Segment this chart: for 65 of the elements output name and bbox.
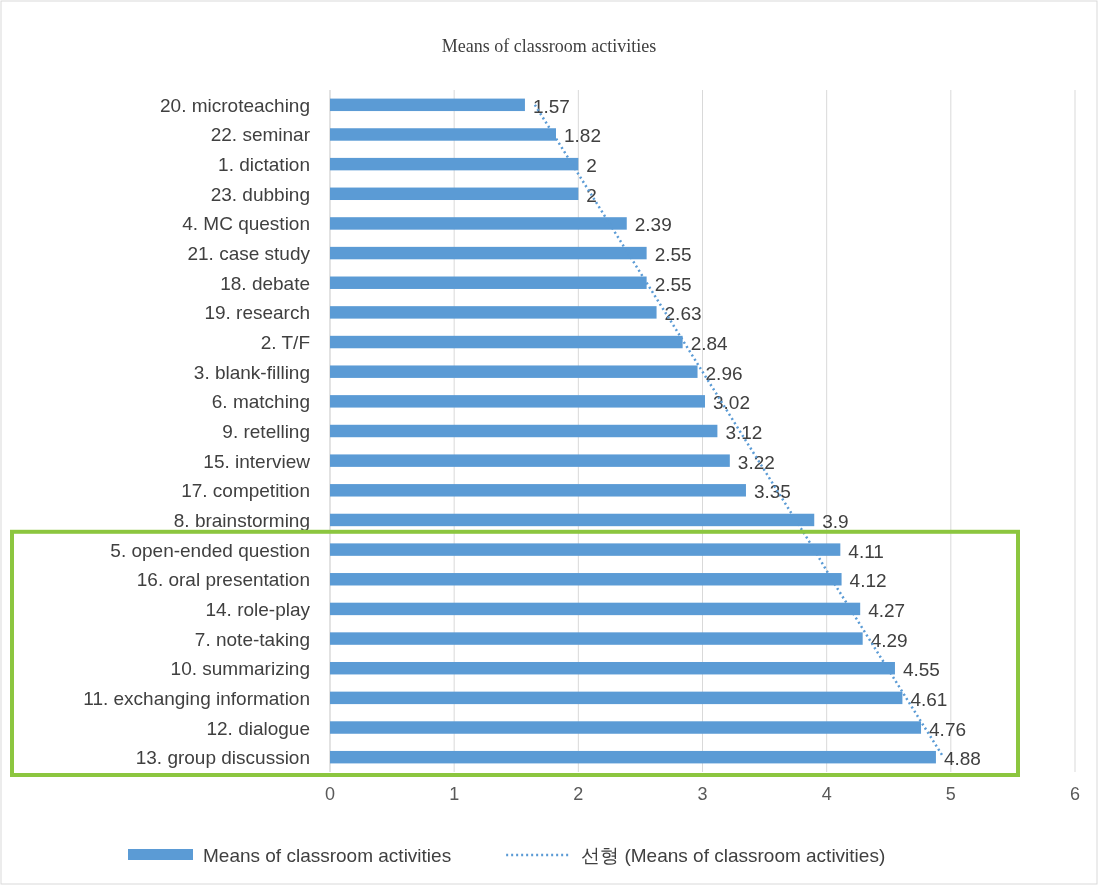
data-label: 2.63: [664, 303, 702, 325]
x-tick-label: 6: [1069, 784, 1081, 804]
data-label: 2.55: [654, 273, 692, 295]
y-tick-label: 2. T/F: [260, 332, 310, 354]
y-tick-label: 17. competition: [181, 480, 310, 502]
data-label: 3.9: [822, 510, 849, 532]
data-label: 2: [586, 184, 597, 206]
data-label: 2.84: [690, 333, 729, 355]
data-label: 4.55: [902, 659, 940, 681]
data-label: 1.57: [532, 95, 570, 117]
y-tick-label: 9. retelling: [222, 421, 310, 442]
chart-title: Means of classroom activities: [441, 36, 657, 56]
data-label: 4.88: [943, 748, 981, 770]
data-label: 4.76: [929, 718, 967, 740]
x-tick-label: 0: [324, 784, 336, 804]
x-tick-label: 2: [573, 784, 584, 804]
data-label: 4.29: [870, 629, 908, 651]
bar: [330, 454, 730, 467]
data-label: 4.61: [910, 688, 948, 710]
x-tick-label: 1: [449, 784, 460, 804]
data-label: 1.82: [563, 125, 601, 147]
data-label: 3.02: [712, 392, 750, 414]
y-tick-label: 16. oral presentation: [136, 569, 310, 591]
y-tick-label: 15. interview: [203, 450, 311, 472]
data-label: 4.12: [849, 570, 887, 592]
y-tick-label: 10. summarizing: [170, 658, 310, 680]
bar: [330, 98, 525, 112]
data-label: 4.27: [868, 599, 906, 621]
y-tick-label: 13. group discussion: [135, 747, 310, 769]
legend-label: Means of classroom activities: [203, 845, 452, 866]
y-tick-label: 19. research: [204, 302, 310, 324]
data-label: 3.12: [725, 422, 763, 443]
data-label: 2.39: [634, 214, 672, 236]
y-tick-label: 11. exchanging information: [83, 687, 310, 709]
bar: [330, 306, 657, 319]
y-tick-label: 21. case study: [187, 243, 311, 265]
y-tick-label: 8. brainstorming: [173, 509, 310, 531]
y-tick-label: 23. dubbing: [210, 183, 310, 205]
bar: [330, 187, 579, 201]
bar: [330, 750, 936, 764]
y-tick-label: 4. MC question: [182, 213, 310, 235]
x-tick-label: 3: [697, 784, 708, 804]
data-label: 2.96: [705, 362, 743, 384]
y-tick-label: 14. role-play: [205, 598, 311, 620]
bar: [330, 424, 718, 438]
bar: [330, 484, 746, 497]
x-tick-label: 5: [945, 784, 956, 804]
data-label: 4.11: [848, 540, 884, 562]
y-tick-label: 3. blank-filling: [193, 361, 310, 383]
y-tick-label: 5. open-ended question: [110, 539, 310, 561]
data-label: 3.35: [753, 481, 791, 503]
bar: [330, 395, 705, 408]
x-tick-label: 4: [821, 784, 832, 804]
data-label: 2.55: [654, 244, 692, 266]
bar: [330, 632, 863, 645]
y-tick-label: 7. note-taking: [194, 628, 310, 650]
y-tick-label: 6. matching: [211, 391, 310, 413]
y-tick-label: 20. microteaching: [160, 94, 310, 116]
y-tick-label: 12. dialogue: [206, 717, 310, 739]
legend-label: 선형 (Means of classroom activities): [581, 845, 886, 866]
y-tick-label: 18. debate: [220, 272, 310, 294]
y-tick-label: 22. seminar: [210, 124, 311, 146]
data-label: 2: [586, 155, 597, 177]
y-tick-label: 1. dictation: [218, 154, 310, 176]
data-label: 3.22: [737, 451, 775, 473]
